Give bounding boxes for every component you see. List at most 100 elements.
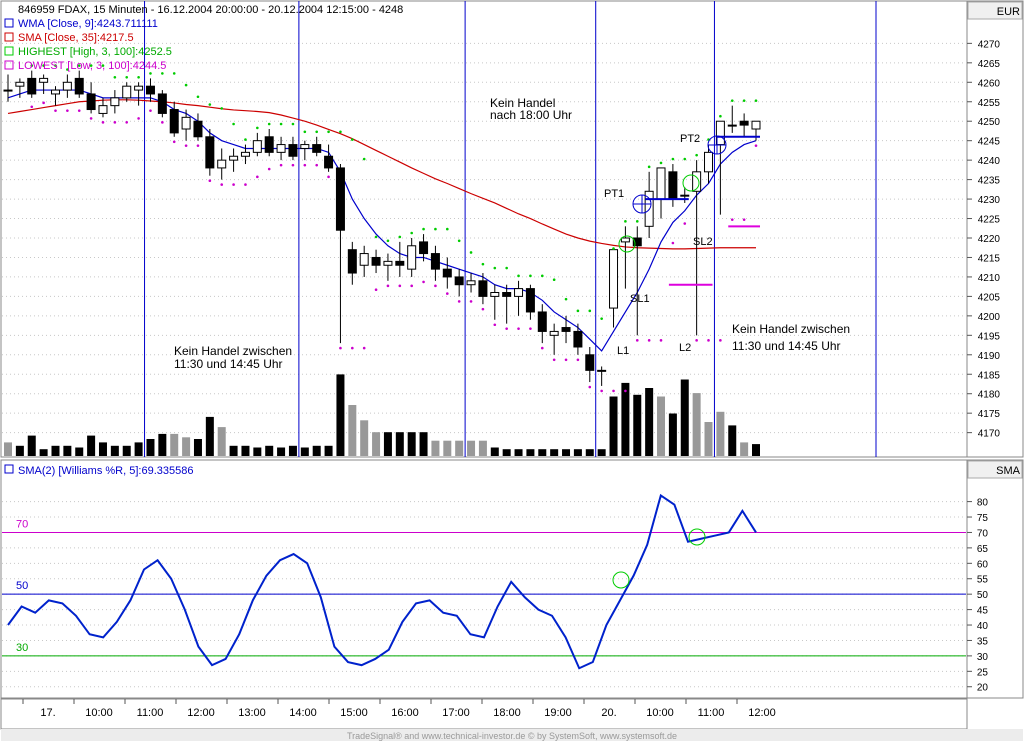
- volume-bar: [4, 442, 12, 456]
- wr-tick-label: 65: [977, 544, 989, 555]
- highest-dot: [327, 130, 330, 134]
- candle-body: [419, 241, 429, 255]
- candle-body: [157, 93, 167, 114]
- session-separators: [144, 1, 877, 457]
- price-tick-label: 4210: [978, 273, 1001, 284]
- lowest-dot: [184, 144, 188, 147]
- candle-body: [454, 276, 464, 286]
- highest-dot: [54, 64, 57, 67]
- highest-dot: [232, 122, 235, 126]
- lowest-dot: [493, 323, 497, 327]
- wr-tick-label: 55: [977, 575, 989, 586]
- lowest-dot: [552, 358, 556, 362]
- candle-body: [324, 155, 334, 169]
- candle-body: [300, 144, 310, 149]
- highest-dot: [624, 220, 627, 223]
- highest-dot: [161, 72, 164, 75]
- lowest-dot: [529, 327, 532, 330]
- price-tick-label: 4195: [978, 331, 1001, 342]
- target-stop-levels: [645, 135, 760, 286]
- price-tick-label: 4220: [978, 234, 1001, 245]
- candle-body: [229, 155, 239, 161]
- highest-dot: [695, 153, 698, 157]
- lowest-dot: [457, 300, 461, 303]
- highest-dot: [540, 274, 544, 278]
- wma-line-path: [7, 89, 757, 352]
- volume-bar: [205, 416, 214, 456]
- annotation-kein-handel-3b: 11:30 und 14:45 Uhr: [732, 339, 841, 353]
- volume-bar: [98, 442, 107, 456]
- lowest-dot: [671, 241, 675, 245]
- price-tick-label: 4180: [978, 390, 1001, 401]
- lowest-dot: [244, 183, 247, 186]
- lowest-dot: [374, 288, 378, 292]
- wr-signal1-circle: [612, 571, 630, 589]
- lowest-dot: [303, 163, 307, 167]
- annotation-kein-handel-1b: 11:30 und 14:45 Uhr: [174, 357, 283, 371]
- candle-body: [727, 124, 737, 127]
- time-axis-ticks: 17. 10:00 11:00 12:00 13:00 14:00 15:00 16:00 17…: [22, 699, 776, 719]
- price-tick-label: 4245: [978, 137, 1001, 148]
- volume-bar: [75, 447, 84, 456]
- highest-dot: [410, 231, 413, 235]
- wr-level-label: 50: [16, 580, 28, 592]
- candle-body: [122, 85, 132, 99]
- highest-dot: [303, 130, 307, 134]
- lowest-dot: [386, 284, 390, 288]
- lower-axis-frame: [966, 459, 1024, 699]
- highest-dot: [481, 262, 485, 266]
- entry1-circle-marker: [618, 235, 636, 253]
- volume-bar: [27, 435, 36, 456]
- wr-level-label: 30: [16, 642, 28, 654]
- volume-bar: [621, 382, 630, 456]
- price-tick-label: 4205: [978, 292, 1001, 303]
- volume-bar: [122, 445, 131, 456]
- volume-bar: [15, 445, 24, 456]
- time-tick-label: 15:00: [340, 707, 368, 719]
- highest-dot: [683, 157, 687, 161]
- highest-dot: [30, 64, 34, 67]
- time-tick-label: 19:00: [544, 707, 572, 719]
- candle-body: [288, 144, 298, 157]
- upper-plot-frame: [0, 0, 968, 458]
- volume-bar: [692, 393, 701, 456]
- volume-bar: [740, 442, 749, 456]
- candle-body: [264, 136, 274, 153]
- volume-bar: [455, 440, 464, 456]
- lowest-dot: [683, 222, 687, 225]
- candle-body: [585, 354, 595, 371]
- lowest-dot: [481, 307, 485, 311]
- candle-body: [335, 167, 345, 231]
- lowest-dot: [517, 327, 520, 330]
- highest-dot: [256, 126, 259, 130]
- lowest-dot: [434, 284, 437, 288]
- price-tick-label: 4190: [978, 351, 1001, 362]
- highest-dot: [576, 309, 580, 313]
- highest-dot: [374, 235, 378, 239]
- volume-bar: [324, 445, 333, 456]
- volume-bar: [443, 440, 452, 456]
- volume-bar: [431, 440, 440, 456]
- volume-bar: [490, 447, 499, 456]
- wr-tick-label: 80: [977, 498, 989, 509]
- wr-signal2-circle: [688, 528, 706, 546]
- volume-bar: [597, 449, 606, 456]
- volume-bar: [514, 449, 523, 456]
- volume-bar: [193, 439, 202, 456]
- volume-bar: [526, 449, 535, 456]
- highest-dot: [517, 274, 520, 278]
- candle-body: [347, 249, 357, 274]
- williams-legend: SMA(2) [Williams %R, 5]:69.335586: [18, 465, 193, 477]
- lowest-dot: [196, 144, 200, 147]
- volume-bar: [277, 447, 286, 456]
- time-tick-label: 10:00: [85, 707, 113, 719]
- wma-legend-swatch: [4, 18, 14, 28]
- candle-body: [490, 292, 500, 297]
- volume-bar: [39, 449, 48, 456]
- lowest-dot: [635, 339, 639, 342]
- highest-dot: [77, 64, 81, 67]
- price-tick-label: 4200: [978, 312, 1001, 323]
- volume-bar: [633, 394, 642, 456]
- highest-dot: [113, 75, 117, 79]
